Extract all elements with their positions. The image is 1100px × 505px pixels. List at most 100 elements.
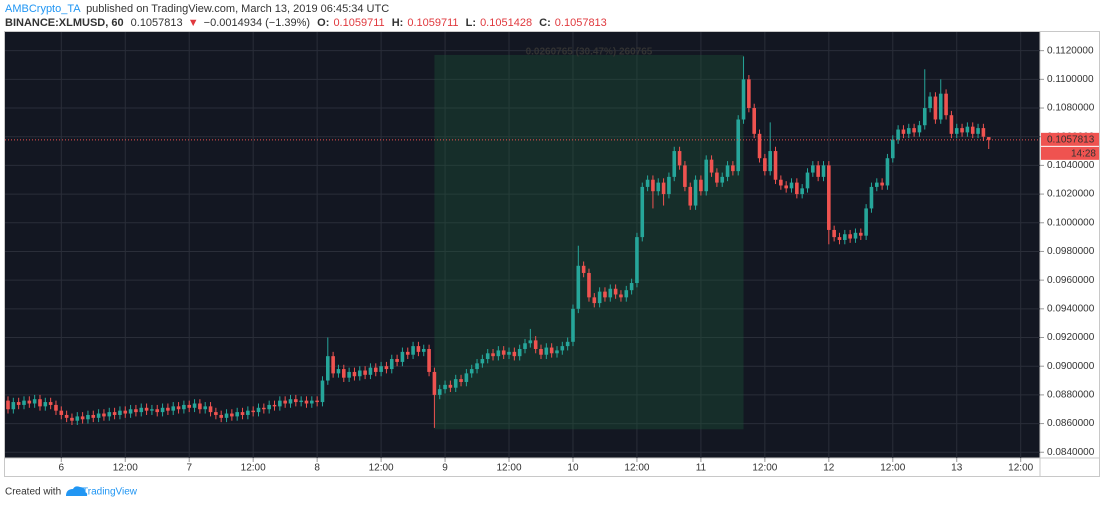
ohlc-value: 0.1051428 [480,17,532,29]
candle-body [70,417,74,421]
candle-body [619,294,623,298]
y-tick-label: 0.1020000 [1047,189,1095,200]
x-tick-label: 10 [567,463,579,474]
candle-body [613,288,618,295]
candle-body [720,176,725,183]
candle-body [437,389,442,395]
candle-body [645,179,650,187]
x-tick-label: 12:00 [880,463,905,474]
candle-body [363,370,367,375]
candle-body [747,79,751,109]
candle-body [80,416,85,420]
measure-box [434,54,744,430]
footer-brand[interactable]: TradingView [82,487,138,498]
plot-area [5,32,1040,458]
candle-body [139,407,144,413]
candle-body [272,404,277,407]
candle-body [134,409,138,413]
candle-body [752,108,756,134]
last-price-label: 0.1057813 [1047,134,1095,145]
candle-body [91,414,96,418]
candle-body [800,188,804,195]
candle-body [667,176,671,195]
y-tick-label: 0.1100000 [1047,74,1094,85]
candle-body [384,366,389,370]
candle-body [182,404,186,410]
candle-body [874,182,879,187]
candle-body [821,165,826,177]
candle-body [731,165,735,172]
candle-body [219,414,223,418]
candle-body [965,126,970,133]
candle-body [379,366,383,372]
candle-body [789,182,794,189]
price: 0.1057813 [131,17,183,29]
candle-body [709,159,714,173]
x-tick-label: 12:00 [241,463,266,474]
candle-body [651,179,655,192]
candle-body [949,115,954,134]
candle-body [224,413,229,418]
candle-body [107,412,112,417]
candle-body [699,179,703,192]
x-tick-label: 12:00 [752,463,777,474]
candle-body [427,348,431,372]
candle-body [75,416,80,421]
candle-body [576,265,581,309]
candle-body [150,409,154,411]
author-link[interactable]: AMBCrypto_TA [5,3,81,15]
candle-body [539,348,543,355]
candle-body [656,182,661,192]
candle-body [112,412,117,415]
candle-body [986,137,991,140]
candle-body [166,407,170,411]
candle-body [198,403,202,410]
candle-body [528,340,533,344]
candle-body [587,272,591,298]
candle-body [890,139,895,159]
candle-body [816,165,820,177]
x-tick-label: 6 [59,463,65,474]
candle-body [294,399,298,403]
candle-body [832,229,836,238]
candle-body [523,343,527,349]
candle-body [885,158,890,186]
ohlc-value: 0.1057813 [555,17,607,29]
candle-body [469,369,474,374]
candle-body [624,290,629,298]
candle-body [368,367,373,375]
candle-body [214,412,218,415]
measure-label: 0.0260765 (30.47%) 260765 [526,47,653,58]
candle-body [784,185,788,189]
candle-body [933,96,938,120]
candle-body [203,406,208,410]
symbol-line: BINANCE:XLMUSD, 60 0.1057813 ▼ −0.001493… [5,17,607,29]
y-tick-label: 0.1000000 [1047,217,1095,228]
candle-body [869,186,874,209]
candle-body [688,186,693,206]
candle-body [581,265,586,273]
candle-body [912,128,916,133]
candle-body [22,400,26,405]
candle-body [288,399,293,404]
x-tick-label: 12:00 [369,463,394,474]
candle-body [160,407,165,413]
candle-body [795,182,799,195]
candle-body [43,402,48,407]
candle-body [864,208,868,236]
candle-body [267,404,271,410]
candle-body [64,414,69,418]
candle-body [128,409,133,414]
candle-body [715,172,719,183]
x-tick-label: 8 [314,463,320,474]
candle-body [811,165,815,173]
x-tick-label: 7 [186,463,192,474]
candle-body [981,128,986,137]
ohlc-key: O: [317,17,329,29]
candle-body [922,108,927,126]
candle-body [38,399,42,407]
candle-body [32,399,37,404]
y-tick-label: 0.0840000 [1047,447,1095,458]
candle-body [491,353,495,357]
